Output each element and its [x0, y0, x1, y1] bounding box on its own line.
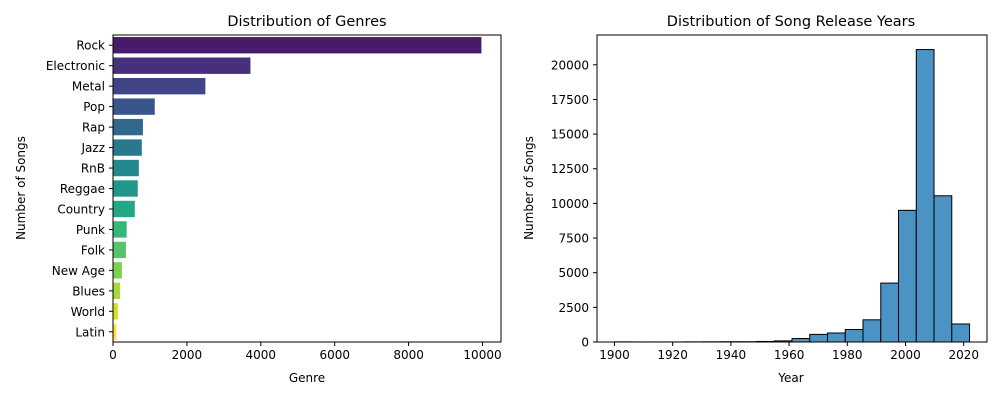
y-tick-label: 0 — [581, 336, 589, 350]
y-tick-label: Latin — [75, 325, 105, 339]
x-tick-label: 2000 — [172, 348, 203, 362]
genre-bar — [113, 57, 251, 74]
histogram-bar — [809, 333, 829, 343]
x-tick-label: 1960 — [774, 348, 805, 362]
y-tick-label: 12500 — [551, 162, 589, 176]
histogram-bar — [951, 323, 971, 343]
genre-bar — [113, 282, 121, 300]
x-tick-label: 8000 — [393, 348, 424, 362]
y-tick-label: Country — [57, 202, 105, 216]
y-tick-label: 20000 — [551, 58, 589, 72]
genre-bar — [113, 118, 143, 136]
y-tick-label: 15000 — [551, 128, 589, 142]
x-tick-label: 0 — [109, 348, 117, 362]
y-tick-label: 2500 — [558, 301, 589, 315]
genre-bar — [113, 77, 206, 95]
x-tick-label: 1900 — [599, 348, 630, 362]
y-tick-label: World — [71, 305, 105, 319]
genre-bar — [113, 262, 122, 279]
y-tick-label: Pop — [83, 100, 105, 114]
x-tick-label: 1920 — [657, 348, 688, 362]
y-tick-label: 7500 — [558, 232, 589, 246]
histogram-bar — [791, 338, 811, 343]
y-tick-label: New Age — [52, 264, 105, 278]
histogram-bar — [915, 49, 935, 343]
chart2-title: Distribution of Song Release Years — [667, 14, 915, 30]
genre-bar — [113, 159, 139, 177]
y-tick-label: Metal — [72, 80, 105, 94]
y-tick-label: Rock — [76, 39, 105, 53]
x-tick-label: 1940 — [716, 348, 747, 362]
histogram-bar — [827, 332, 846, 343]
genre-bar — [113, 200, 135, 218]
histogram-bar — [880, 282, 900, 343]
genre-bar — [113, 303, 118, 320]
chart2-x-axis-label: Year — [777, 371, 803, 385]
y-tick-label: Jazz — [81, 141, 106, 155]
genre-bar — [113, 98, 155, 115]
chart1-plot-frame — [112, 34, 502, 343]
x-tick-label: 2020 — [948, 348, 979, 362]
y-tick-label: 17500 — [551, 93, 589, 107]
y-tick-label: 10000 — [551, 197, 589, 211]
genre-bar — [113, 241, 126, 259]
histogram-bar — [862, 319, 882, 343]
y-tick-label: Rap — [82, 121, 105, 135]
chart2-y-axis-label: Number of Songs — [522, 136, 536, 240]
chart1-title: Distribution of Genres — [227, 14, 386, 30]
genre-bar — [113, 221, 127, 238]
histogram-bar — [844, 329, 864, 343]
x-tick-label: 1980 — [832, 348, 863, 362]
chart1-x-axis-label: Genre — [289, 371, 325, 385]
genre-bar — [113, 37, 482, 54]
chart2-plot-frame — [596, 34, 988, 343]
y-tick-label: RnB — [81, 162, 105, 176]
chart1-y-axis-label: Number of Songs — [14, 136, 28, 240]
y-tick-label: 5000 — [558, 266, 589, 280]
histogram-bar — [933, 195, 953, 343]
y-tick-label: Punk — [76, 223, 105, 237]
x-tick-label: 4000 — [246, 348, 277, 362]
genre-bar — [113, 139, 142, 156]
genre-bar — [113, 323, 117, 340]
y-tick-label: Electronic — [46, 59, 105, 73]
y-tick-label: Reggae — [60, 182, 105, 196]
x-tick-label: 6000 — [319, 348, 350, 362]
release-year-histogram: Distribution of Song Release Years 0 2500… — [522, 14, 988, 385]
genre-bar-chart: Distribution of Genres Rock Electronic Met… — [14, 14, 502, 385]
genre-bar — [113, 180, 138, 197]
x-tick-label: 10000 — [463, 348, 501, 362]
histogram-bar — [898, 209, 917, 343]
y-tick-label: Folk — [81, 243, 105, 257]
y-tick-label: Blues — [72, 284, 105, 298]
x-tick-label: 2000 — [890, 348, 921, 362]
